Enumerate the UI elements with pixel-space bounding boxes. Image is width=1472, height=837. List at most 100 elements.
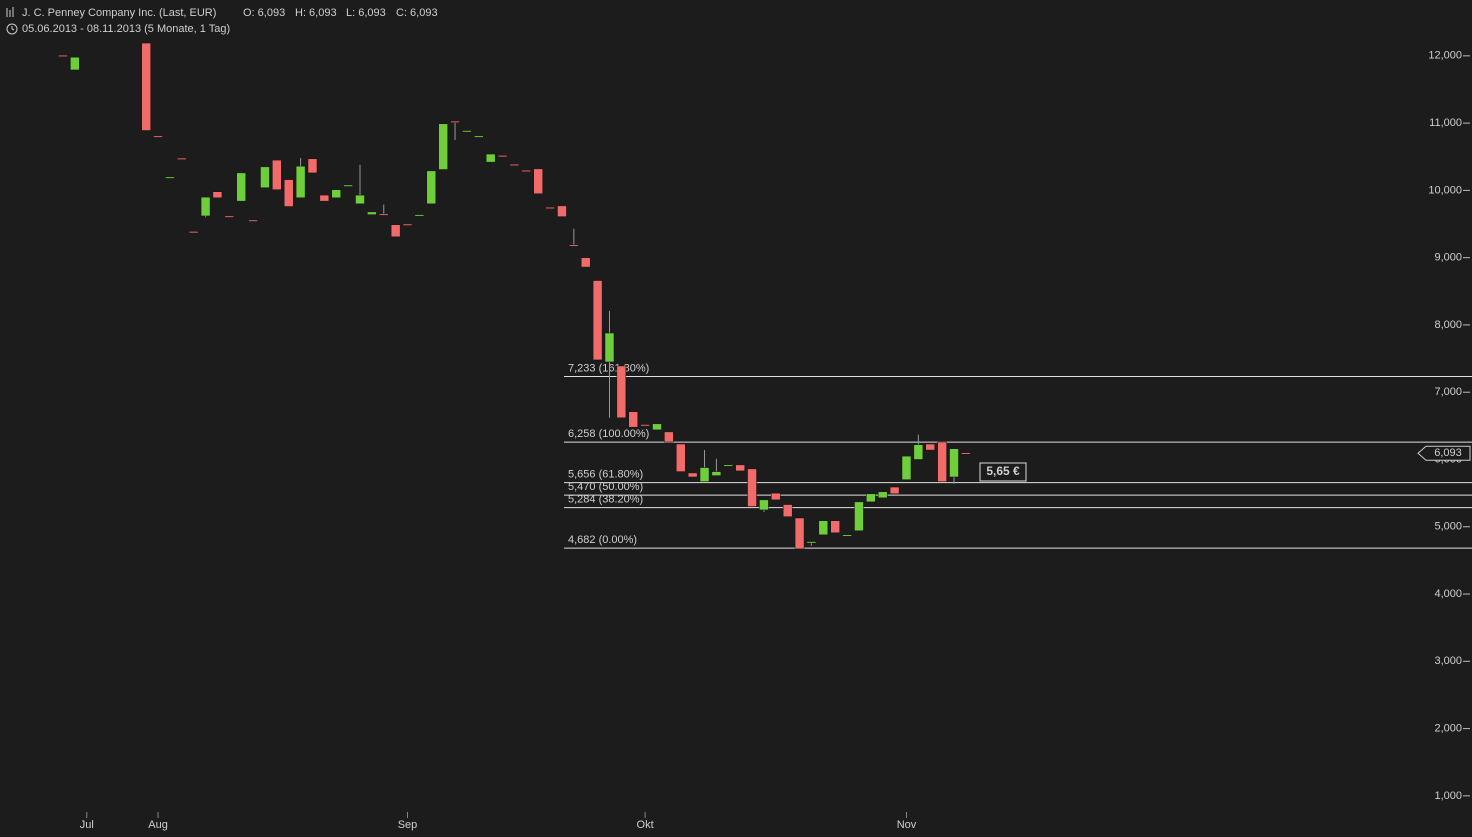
candle-body — [699, 467, 710, 482]
candle-body — [771, 492, 781, 501]
candle-body — [711, 471, 722, 476]
x-tick-label: Aug — [148, 819, 168, 831]
candle-body — [818, 520, 829, 536]
candle-body — [414, 214, 425, 217]
chart-title: J. C. Penney Company Inc. (Last, EUR) — [22, 7, 216, 19]
candle-body — [177, 157, 187, 160]
chart-icon — [6, 7, 14, 17]
candle-body — [474, 135, 484, 138]
candle-body — [830, 520, 840, 534]
candle-body — [782, 504, 793, 517]
x-tick-label: Nov — [897, 819, 917, 831]
y-tick-label: 4,000 — [1434, 588, 1462, 600]
candle-body — [877, 491, 888, 499]
candle-body — [295, 165, 306, 199]
candle-body — [260, 166, 270, 188]
candle-body — [485, 153, 496, 163]
y-tick-label: 3,000 — [1434, 655, 1462, 667]
candle-body — [616, 365, 627, 419]
candle-body — [426, 170, 437, 205]
candle-body — [224, 215, 235, 218]
candle-body — [901, 455, 912, 480]
candle-body — [153, 135, 163, 138]
candle-body — [165, 176, 175, 179]
ohlc-high: H: 6,093 — [295, 7, 337, 19]
candle-body — [592, 280, 603, 361]
ohlc-close: C: 6,093 — [396, 7, 438, 19]
fib-label: 5,284 (38.20%) — [568, 494, 643, 506]
candle-body — [509, 163, 520, 166]
y-tick-label: 9,000 — [1434, 252, 1462, 264]
candle-body — [462, 130, 472, 133]
candle-body — [141, 42, 151, 131]
candle-body — [854, 501, 864, 532]
clock-icon — [6, 23, 18, 35]
candle-body — [628, 411, 638, 428]
candle-body — [723, 464, 734, 467]
x-tick-label: Sep — [398, 819, 418, 831]
chart-subtitle: 05.06.2013 - 08.11.2013 (5 Monate, 1 Tag… — [22, 23, 230, 35]
candle-body — [379, 213, 389, 216]
fib-label: 6,258 (100.00%) — [568, 428, 649, 440]
last-price-tag — [1417, 445, 1471, 461]
candle-body — [521, 169, 532, 172]
candle-body — [842, 534, 852, 537]
y-tick-label: 12,000 — [1428, 50, 1462, 62]
last-price-label: 6,093 — [1434, 447, 1462, 459]
candle-body — [450, 120, 460, 123]
y-tick-label: 10,000 — [1428, 184, 1462, 196]
y-tick-label: 7,000 — [1434, 386, 1462, 398]
x-tick-label: Okt — [637, 819, 654, 831]
candle-body — [402, 223, 413, 226]
candle-body — [806, 541, 817, 544]
candle-body — [604, 332, 615, 363]
clock-hands — [11, 26, 15, 31]
candle-body — [913, 444, 924, 460]
y-tick-label: 2,000 — [1434, 722, 1462, 734]
fib-label: 7,233 (161.80%) — [568, 362, 649, 374]
candle-body — [283, 179, 294, 207]
candle-body — [889, 486, 900, 495]
candle-body — [355, 194, 365, 205]
candle-body — [200, 196, 211, 217]
candle-body — [272, 159, 282, 190]
candle-body — [925, 443, 935, 451]
candle-body — [569, 244, 579, 247]
candle-body — [687, 472, 698, 478]
candle-body — [794, 517, 805, 550]
candle-body — [937, 441, 947, 482]
candle-body — [58, 54, 68, 57]
candle-body — [949, 448, 959, 478]
fib-label: 5,470 (50.00%) — [568, 481, 643, 493]
y-tick-label: 8,000 — [1434, 319, 1462, 331]
candle-body — [652, 423, 662, 431]
y-tick-label: 11,000 — [1429, 117, 1462, 129]
candle-body — [212, 191, 223, 199]
candle-body — [533, 168, 543, 194]
y-tick-label: 1,000 — [1434, 790, 1462, 802]
candle-body — [866, 493, 876, 503]
price-box-label: 5,65 € — [986, 464, 1020, 478]
candle-body — [676, 443, 686, 472]
candle-body — [188, 231, 199, 234]
candle-body — [248, 219, 258, 222]
candle-body — [545, 206, 555, 209]
candle-body — [438, 123, 448, 170]
candle-body — [497, 155, 508, 158]
candle-body — [580, 257, 591, 268]
candle-body — [307, 158, 318, 174]
candle-body — [557, 205, 567, 217]
fib-label: 4,682 (0.00%) — [568, 534, 637, 546]
candle-body — [331, 189, 341, 199]
candle-body — [735, 464, 745, 472]
price-box — [979, 462, 1027, 482]
fib-label: 5,656 (61.80%) — [568, 469, 643, 481]
candle-body — [640, 424, 650, 427]
candle-body — [664, 431, 674, 443]
candle-body — [70, 56, 80, 71]
ohlc-low: L: 6,093 — [346, 7, 386, 19]
candle-body — [747, 468, 757, 507]
x-tick-label: Jul — [80, 819, 94, 831]
candle-body — [759, 499, 769, 511]
